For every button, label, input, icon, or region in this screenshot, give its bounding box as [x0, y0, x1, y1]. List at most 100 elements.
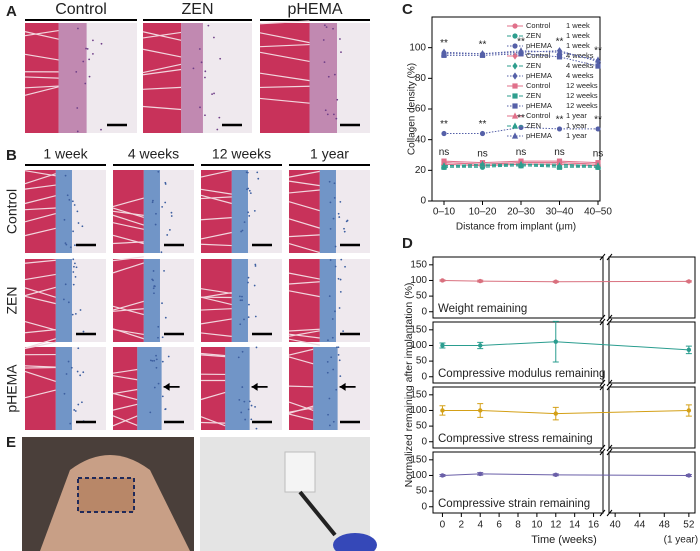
- data-point: [440, 278, 445, 283]
- column-header: 1 year: [310, 146, 349, 162]
- legend-label: pHEMA: [526, 71, 552, 80]
- cell-nucleus: [64, 283, 67, 286]
- fiber-gap: [24, 341, 56, 350]
- cell-nucleus: [323, 24, 326, 27]
- cell-nucleus: [243, 221, 246, 224]
- axis-break: [599, 253, 613, 261]
- cell-nucleus: [241, 295, 243, 298]
- fiber-gap: [288, 413, 314, 421]
- cell-nucleus: [153, 359, 156, 362]
- cell-nucleus: [254, 405, 256, 408]
- x-tick-label: 10–20: [469, 207, 497, 218]
- fiber-gap: [200, 421, 226, 424]
- data-point: [440, 408, 445, 413]
- data-line: [444, 163, 599, 167]
- cell-nucleus: [218, 116, 221, 119]
- cell-nucleus: [240, 230, 243, 233]
- subplot-label: Compressive modulus remaining: [438, 368, 605, 380]
- data-line: [442, 473, 689, 476]
- cell-nucleus: [257, 177, 260, 180]
- cell-nucleus: [153, 285, 156, 288]
- y-tick-label: 50: [416, 486, 428, 497]
- x-tick-label: 52: [683, 520, 695, 531]
- panel-label: A: [6, 3, 17, 20]
- significance-label: ns: [477, 148, 488, 159]
- data-point: [686, 408, 692, 413]
- y-tick-label: 100: [410, 275, 427, 286]
- cell-nucleus: [255, 427, 258, 430]
- significance-label: **: [479, 119, 487, 130]
- cell-nucleus: [157, 382, 160, 385]
- data-point: [553, 411, 558, 416]
- cell-nucleus: [77, 222, 80, 224]
- cell-nucleus: [335, 117, 338, 120]
- y-tick-label: 80: [415, 73, 427, 84]
- cell-nucleus: [79, 309, 82, 311]
- cell-nucleus: [346, 219, 349, 222]
- cell-nucleus: [67, 360, 70, 363]
- cell-nucleus: [71, 200, 74, 203]
- tissue-band: [143, 170, 160, 253]
- fiber-gap: [24, 273, 56, 281]
- cell-nucleus: [166, 234, 169, 236]
- data-line: [444, 165, 599, 168]
- fiber-gap: [288, 201, 320, 212]
- cell-nucleus: [71, 313, 74, 316]
- fiber-gap: [24, 295, 56, 305]
- row-header: pHEMA: [4, 364, 20, 413]
- cell-nucleus: [339, 38, 341, 40]
- cell-nucleus: [332, 420, 335, 423]
- cell-nucleus: [333, 182, 336, 185]
- significance-label: **: [440, 38, 448, 49]
- y-tick-label: 100: [410, 470, 427, 481]
- cell-nucleus: [77, 347, 80, 350]
- y-tick-label: 100: [410, 340, 427, 351]
- cell-nucleus: [240, 411, 243, 414]
- tissue-band: [58, 23, 87, 133]
- cell-nucleus: [164, 316, 167, 319]
- cell-nucleus: [244, 418, 247, 421]
- cell-nucleus: [334, 310, 336, 313]
- cell-nucleus: [338, 359, 341, 362]
- significance-label: **: [556, 36, 564, 47]
- cell-nucleus: [338, 216, 341, 218]
- legend-label: Control: [526, 21, 551, 30]
- fiber-gap: [200, 194, 232, 205]
- cell-nucleus: [241, 229, 244, 232]
- fiber-gap: [200, 332, 232, 337]
- x-tick-label: 4: [477, 520, 483, 531]
- arrow-head: [163, 382, 170, 391]
- x-tick-label: 30–40: [546, 207, 574, 218]
- cell-nucleus: [152, 279, 154, 282]
- fiber-gap: [200, 288, 232, 295]
- fiber-gap: [288, 290, 320, 298]
- cell-nucleus: [247, 276, 250, 279]
- fiber-gap: [200, 296, 232, 306]
- fiber-gap: [288, 180, 320, 187]
- cell-nucleus: [324, 109, 327, 112]
- fiber-gap: [288, 401, 314, 412]
- x-axis-title: Distance from implant (μm): [456, 222, 576, 233]
- fiber-gap: [112, 328, 144, 336]
- fiber-gap: [288, 385, 314, 388]
- cell-nucleus: [204, 114, 206, 117]
- legend-marker: [512, 33, 518, 39]
- cell-nucleus: [248, 215, 251, 217]
- data-point: [686, 347, 692, 353]
- cell-nucleus: [65, 243, 68, 246]
- data-point: [517, 47, 525, 54]
- legend-label: Control: [526, 81, 551, 90]
- y-tick-label: 60: [415, 104, 427, 115]
- fiber-gap: [112, 262, 144, 274]
- x-tick-label: 10: [531, 520, 543, 531]
- cell-nucleus: [337, 212, 340, 215]
- legend-label: 1 year: [566, 121, 587, 130]
- cell-nucleus: [161, 395, 164, 398]
- cell-nucleus: [246, 171, 249, 174]
- cell-nucleus: [155, 212, 157, 215]
- tissue-band: [137, 347, 162, 430]
- data-point: [556, 162, 563, 169]
- fiber-gap: [288, 218, 320, 229]
- cell-nucleus: [82, 60, 85, 63]
- fiber-gap: [259, 20, 310, 25]
